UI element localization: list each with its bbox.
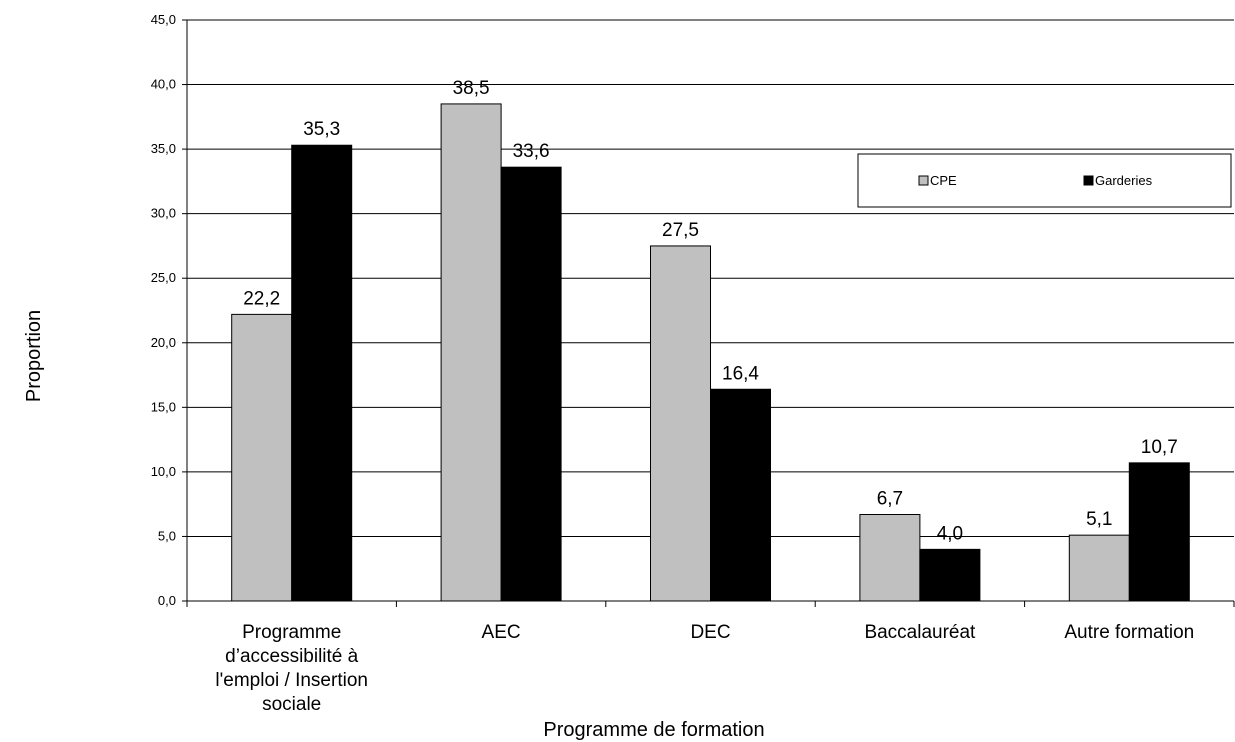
data-label: 16,4 [722,363,759,384]
data-label: 33,6 [513,141,550,162]
category-label-line: AEC [482,622,521,643]
bar-garderies-3 [919,548,981,602]
legend-label-garderies: Garderies [1095,173,1153,188]
category-label-line: Baccalauréat [864,622,976,643]
data-label: 27,5 [662,220,699,241]
category-label-line: Programme [242,622,341,643]
y-tick-label: 10,0 [151,464,176,479]
legend-swatch-cpe [918,175,929,186]
y-tick-label: 5,0 [158,528,176,543]
data-label: 4,0 [937,523,963,544]
y-tick-label: 20,0 [151,335,176,350]
y-tick-label: 25,0 [151,270,176,285]
bar-cpe-3 [859,513,921,602]
bar-garderies-0 [291,144,353,602]
category-label-line: l'emploi / Insertion [215,670,368,691]
bar-cpe-4 [1068,534,1130,602]
data-label: 38,5 [453,78,490,99]
data-label: 5,1 [1086,509,1112,530]
y-axis-title: Proportion [23,310,45,402]
category-label-line: DEC [690,622,730,643]
axes [186,20,1234,602]
data-labels: 22,2 35,3 38,5 33,6 27,5 16,4 6,7 4,0 5,1 10,7 [243,78,1178,544]
legend: CPE Garderies [857,153,1232,208]
category-label: DEC [690,622,730,643]
category-label-line: sociale [262,694,321,715]
bars [231,103,1190,602]
y-tick-label: 30,0 [151,206,176,221]
category-label: Autre formation [1064,622,1194,643]
category-label-line: Autre formation [1064,622,1194,643]
legend-label-cpe: CPE [930,173,957,188]
bar-cpe-0 [231,313,293,602]
x-axis-title: Programme de formation [543,719,764,741]
category-label: Baccalauréat [864,622,976,643]
data-label: 35,3 [303,119,340,140]
bar-garderies-4 [1128,462,1190,602]
y-tick-label: 35,0 [151,141,176,156]
y-tick-label: 45,0 [151,12,176,27]
category-label-line: d’accessibilité à [225,646,358,667]
bar-cpe-2 [650,245,711,602]
y-tick-label: 0,0 [158,593,176,608]
legend-frame [857,153,1232,208]
legend-swatch-garderies [1083,175,1094,186]
category-label: AEC [482,622,521,643]
y-tick-label: 40,0 [151,77,176,92]
data-label: 10,7 [1141,437,1178,458]
data-label: 6,7 [877,488,903,509]
y-tick-label: 15,0 [151,399,176,414]
category-label: Programme d’accessibilité à l'emploi / Ins… [215,622,368,715]
tick-labels: 0,0 5,0 10,0 15,0 20,0 25,0 30,0 35,0 40,0 45,0 Pr… [151,12,1235,715]
bar-garderies-2 [710,388,771,602]
data-label: 22,2 [243,288,280,309]
bar-cpe-1 [440,103,502,602]
bar-garderies-1 [500,166,562,602]
